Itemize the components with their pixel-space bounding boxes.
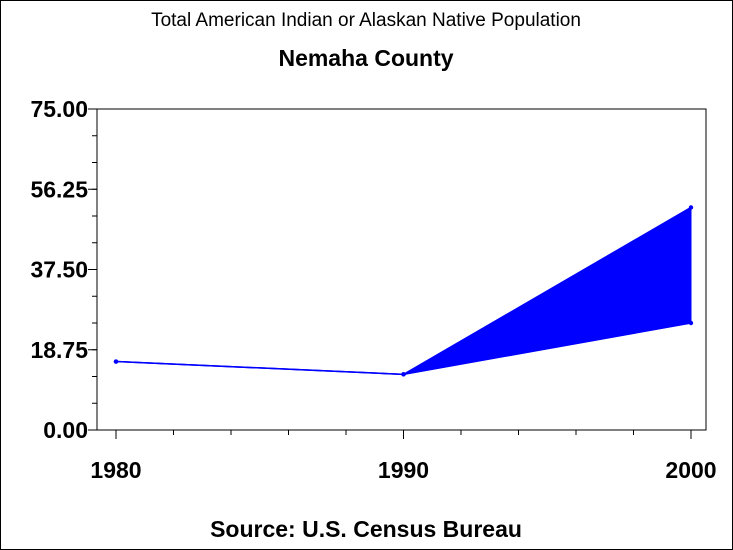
y-tick-label: 75.00: [30, 96, 88, 122]
x-tick-label: 2000: [665, 457, 716, 483]
series-points: [113, 205, 694, 377]
x-tick-label: 1990: [378, 457, 429, 483]
source-note: Source: U.S. Census Bureau: [210, 516, 522, 542]
x-major-ticks: [115, 430, 692, 439]
y-major-ticks: [88, 108, 97, 431]
series-point: [113, 359, 119, 364]
y-tick-label: 37.50: [30, 257, 88, 283]
y-tick-label: 18.75: [30, 337, 88, 363]
chart-subtitle: Nemaha County: [278, 45, 453, 71]
x-tick-labels: 1980 1990 2000: [90, 457, 716, 483]
x-tick-label: 1980: [90, 457, 141, 483]
y-tick-label: 56.25: [30, 176, 88, 202]
y-tick-label: 0.00: [43, 417, 88, 443]
series-point: [688, 205, 694, 210]
series-point: [401, 372, 406, 377]
y-tick-labels: 0.00 18.75 37.50 56.25 75.00: [30, 96, 88, 443]
series-point: [688, 320, 694, 326]
chart-title: Total American Indian or Alaskan Native …: [151, 10, 581, 31]
